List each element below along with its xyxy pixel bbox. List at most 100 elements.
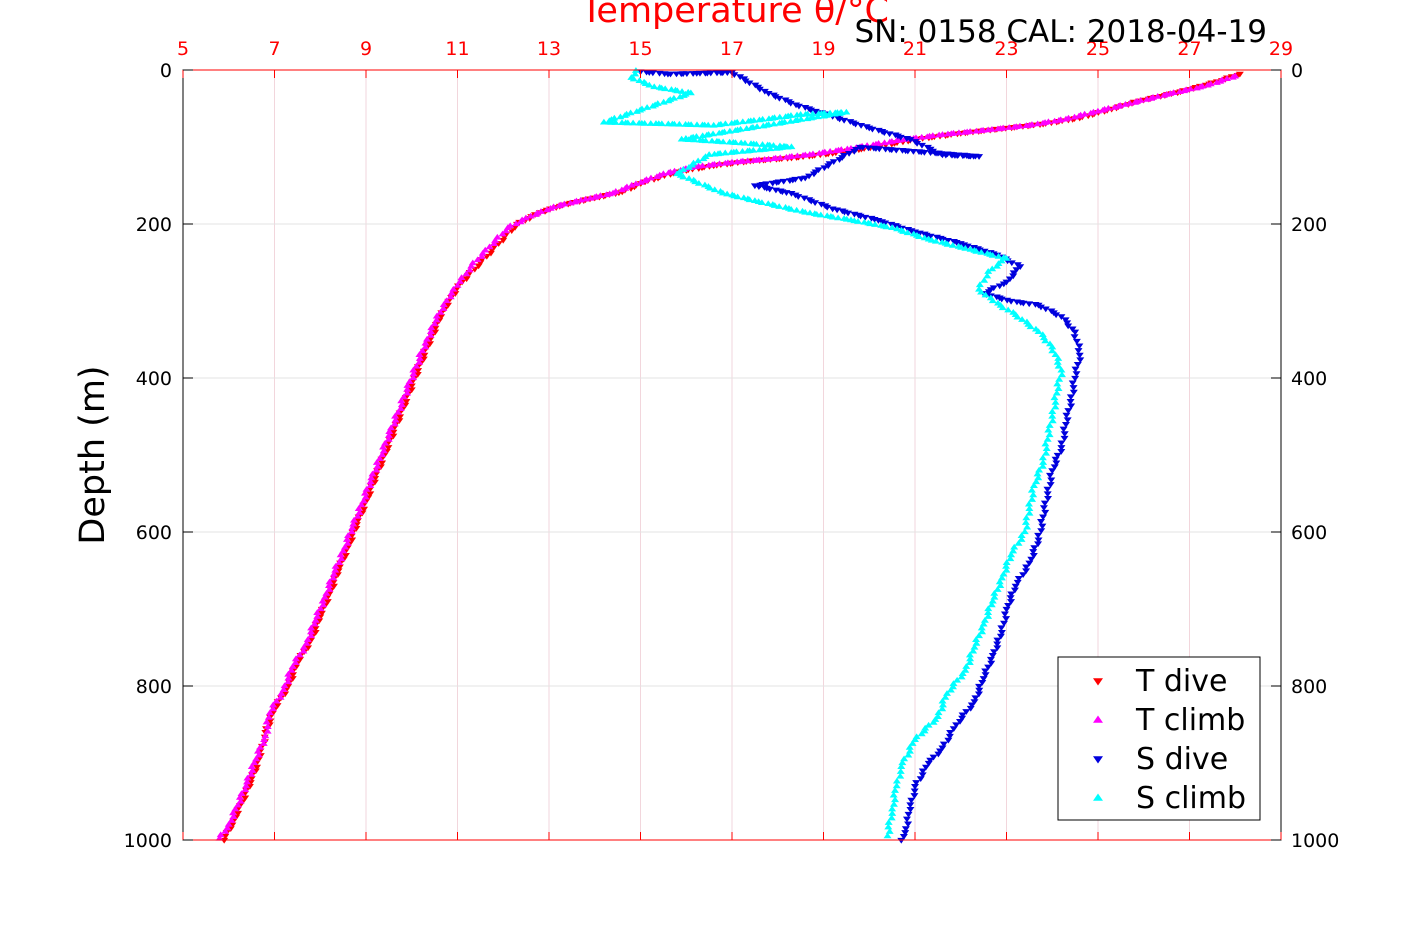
data-point-interp: [907, 797, 916, 804]
data-point: [1121, 101, 1130, 107]
data-point-interp: [765, 186, 774, 193]
data-point-interp: [1054, 362, 1063, 369]
data-point-interp: [701, 137, 710, 144]
data-point: [412, 362, 421, 369]
data-point-interp: [915, 233, 924, 239]
data-point-interp: [682, 71, 691, 77]
data-point-interp: [984, 664, 993, 671]
data-point-interp: [350, 516, 359, 523]
data-point-interp: [1071, 366, 1080, 373]
data-point: [1057, 314, 1066, 320]
data-point-interp: [276, 693, 285, 700]
data-point-interp: [1070, 113, 1079, 120]
data-point-interp: [987, 660, 996, 667]
data-point-interp: [343, 539, 352, 546]
data-point-interp: [640, 119, 649, 126]
data-point-interp: [295, 651, 304, 658]
data-point-interp: [457, 274, 466, 281]
data-point-interp: [1069, 385, 1078, 391]
data-point-interp: [241, 786, 250, 793]
data-point-interp: [736, 74, 745, 81]
data-point-interp: [673, 87, 682, 94]
data-point: [599, 118, 608, 125]
y-axis-ticks: 0 0 200 200 400 400 600 600 800 800 1000 1000: [124, 60, 1340, 852]
data-point-interp: [708, 137, 717, 144]
data-point-interp: [815, 149, 824, 156]
data-point-interp: [1025, 301, 1034, 308]
data-point: [911, 783, 919, 790]
data-point-interp: [918, 768, 927, 775]
data-point-interp: [623, 119, 632, 126]
data-point: [394, 409, 403, 415]
data-point-interp: [306, 628, 315, 635]
legend: T dive T climb S dive S climb: [1057, 656, 1261, 821]
data-point-interp: [421, 343, 430, 350]
data-point-interp: [929, 718, 938, 725]
data-point-interp: [414, 368, 423, 374]
data-point: [911, 736, 919, 743]
data-point-interp: [993, 641, 1002, 648]
data-point: [952, 722, 961, 729]
data-point-interp: [316, 605, 325, 612]
data-point: [1025, 560, 1034, 567]
data-point-interp: [1006, 555, 1015, 562]
data-point-interp: [1192, 84, 1201, 91]
data-point-interp: [975, 687, 984, 694]
data-point-interp: [685, 175, 694, 181]
data-point-interp: [893, 225, 902, 232]
data-point-interp: [971, 695, 980, 702]
data-point-interp: [456, 278, 465, 284]
data-point: [302, 640, 311, 646]
data-point-interp: [352, 525, 361, 532]
data-point: [265, 709, 274, 716]
y-tick-label-right: 400: [1291, 368, 1327, 390]
data-point-interp: [418, 347, 427, 354]
data-point-interp: [284, 674, 293, 681]
data-point-interp: [335, 564, 344, 571]
data-point-interp: [706, 70, 715, 77]
data-point-interp: [264, 713, 273, 720]
data-point: [888, 805, 897, 812]
data-point-interp: [983, 272, 992, 279]
data-point-interp: [896, 768, 905, 774]
data-point-interp: [938, 705, 947, 712]
data-point-interp: [1034, 541, 1043, 548]
data-point-interp: [1057, 440, 1066, 447]
data-point-interp: [881, 146, 890, 153]
data-point-interp: [926, 757, 935, 764]
data-point-interp: [242, 782, 251, 789]
data-point: [1048, 343, 1057, 350]
data-point-interp: [317, 610, 326, 617]
data-point-interp: [632, 108, 641, 114]
data-point-interp: [990, 590, 999, 596]
data-point-interp: [834, 214, 843, 221]
data-point-interp: [1012, 267, 1021, 274]
data-point: [695, 70, 704, 77]
data-point-interp: [977, 127, 986, 134]
data-point-interp: [984, 289, 993, 295]
data-point-interp: [755, 146, 764, 153]
legend-box: [1057, 656, 1261, 821]
data-point-interp: [936, 748, 945, 755]
data-point-interp: [993, 637, 1002, 644]
data-point-interp: [1036, 304, 1045, 311]
data-point: [339, 547, 348, 554]
data-point-interp: [752, 140, 761, 147]
data-point-interp: [745, 80, 754, 87]
data-point: [1039, 459, 1048, 465]
data-point-interp: [946, 686, 955, 693]
data-point: [997, 629, 1006, 636]
data-point-interp: [1052, 312, 1061, 319]
data-point-interp: [1053, 452, 1062, 459]
data-point-interp: [835, 110, 844, 116]
data-point-interp: [1073, 361, 1082, 368]
data-point-interp: [962, 709, 971, 715]
data-point-interp: [1028, 496, 1037, 502]
data-point-interp: [616, 113, 625, 120]
data-point-interp: [512, 220, 521, 227]
y-tick-label-left: 200: [136, 214, 172, 236]
data-point-interp: [881, 220, 890, 227]
data-point-interp: [499, 237, 508, 244]
data-point-interp: [772, 144, 781, 151]
data-point-interp: [543, 206, 552, 213]
